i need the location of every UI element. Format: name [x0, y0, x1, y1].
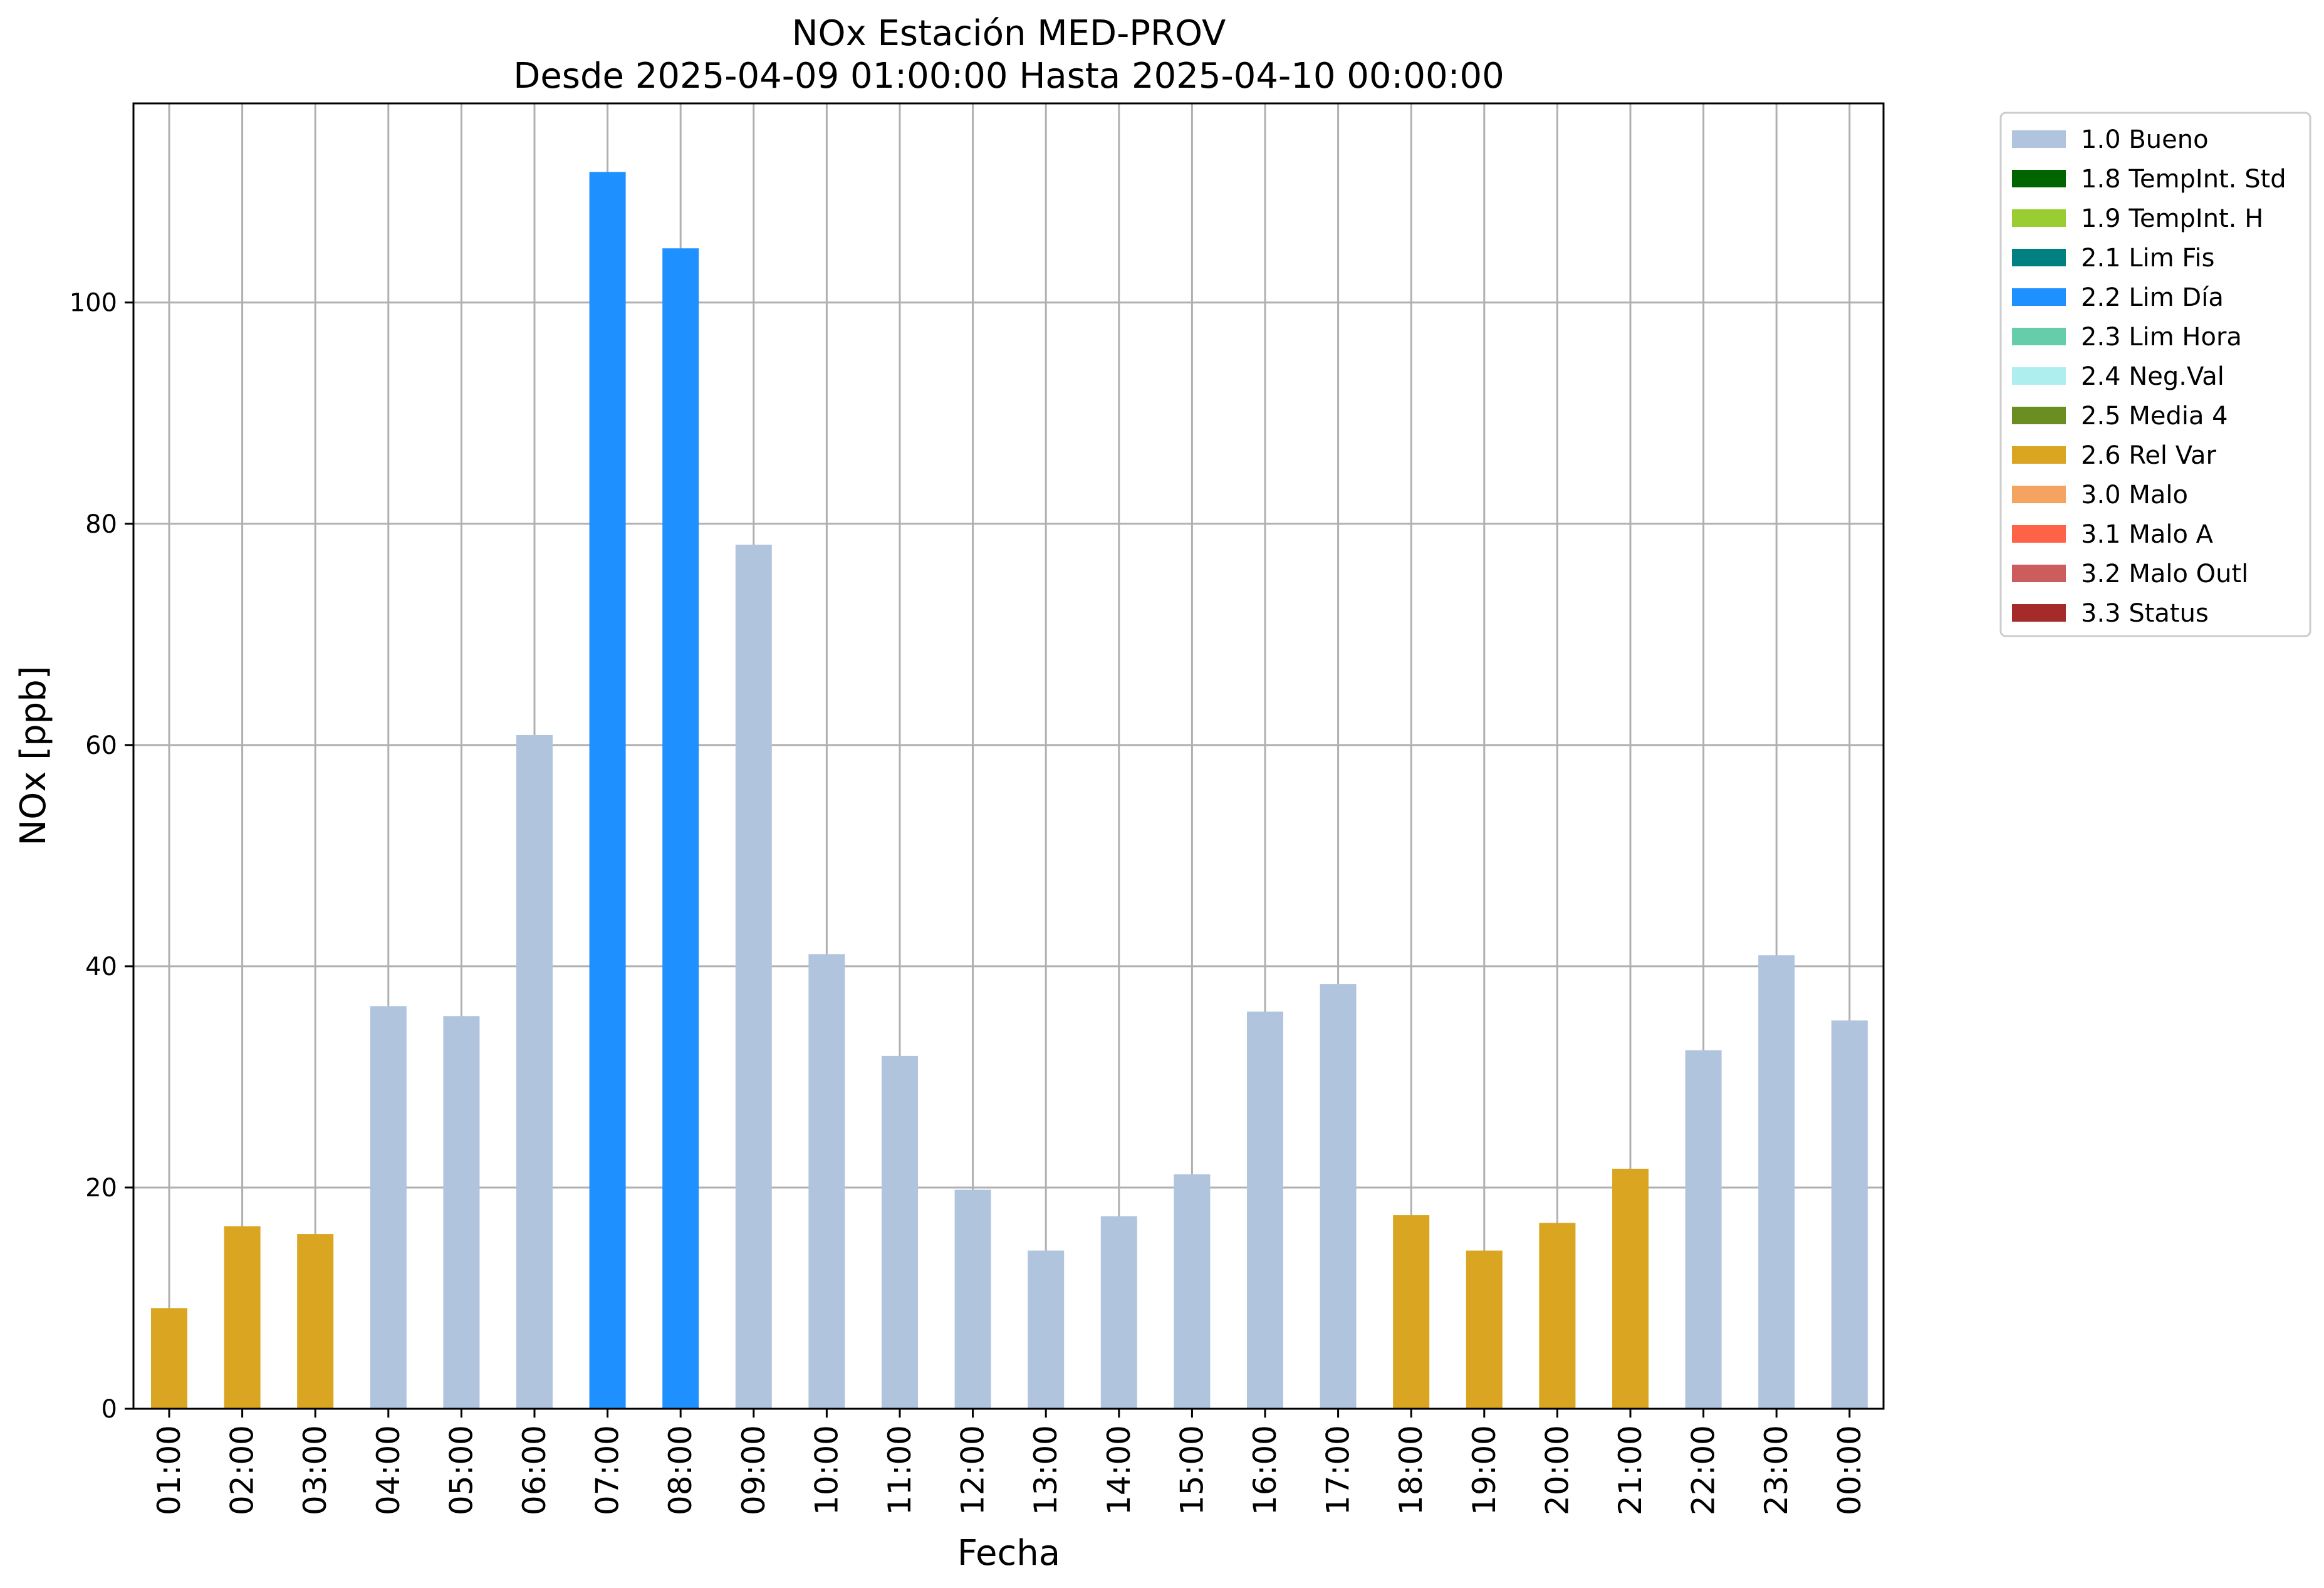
- y-tick-label: 80: [85, 510, 117, 539]
- legend-swatch: [2012, 525, 2066, 543]
- x-tick-label: 22:00: [1686, 1425, 1722, 1515]
- x-tick-label: 17:00: [1320, 1425, 1357, 1515]
- bar: [370, 1006, 407, 1409]
- x-tick-label: 03:00: [297, 1425, 333, 1515]
- bar: [1685, 1050, 1722, 1409]
- legend-label: 1.9 TempInt. H: [2081, 204, 2263, 233]
- bar: [1831, 1020, 1868, 1409]
- bar: [662, 248, 699, 1409]
- bar: [1393, 1215, 1430, 1409]
- x-tick-label: 01:00: [151, 1425, 187, 1515]
- bar: [1466, 1250, 1503, 1409]
- legend-box: [1999, 112, 2311, 637]
- legend-swatch: [2012, 288, 2066, 306]
- x-tick-label: 05:00: [443, 1425, 479, 1515]
- legend-swatch: [2012, 486, 2066, 503]
- x-tick-label: 20:00: [1539, 1425, 1575, 1515]
- bar: [1100, 1216, 1137, 1409]
- bar: [443, 1016, 480, 1409]
- x-tick-label: 14:00: [1101, 1425, 1137, 1515]
- bar: [1758, 955, 1795, 1409]
- bar: [151, 1308, 187, 1409]
- x-tick-label: 18:00: [1393, 1425, 1429, 1515]
- legend-label: 3.0 Malo: [2081, 481, 2188, 509]
- y-axis-label: NOx [ppb]: [13, 666, 54, 845]
- legend-label: 2.3 Lim Hora: [2081, 323, 2242, 352]
- bar: [1612, 1168, 1649, 1409]
- x-tick-label: 12:00: [955, 1425, 991, 1515]
- bar: [882, 1055, 918, 1409]
- legend-swatch: [2012, 565, 2066, 582]
- y-tick-label: 40: [85, 953, 117, 981]
- y-tick-label: 100: [70, 289, 117, 318]
- y-axis-ticks: 0 20 40 60 80 100: [70, 289, 133, 1424]
- bar: [1539, 1223, 1576, 1409]
- x-tick-label: 11:00: [882, 1425, 918, 1515]
- bar: [1174, 1174, 1211, 1409]
- x-tick-label: 13:00: [1028, 1425, 1064, 1515]
- bar: [297, 1234, 334, 1409]
- bars-group: [151, 172, 1868, 1409]
- x-tick-label: 16:00: [1247, 1425, 1283, 1515]
- legend-swatch: [2012, 446, 2066, 464]
- legend-label: 3.3 Status: [2081, 599, 2209, 628]
- bar: [1247, 1011, 1283, 1409]
- x-tick-label: 09:00: [736, 1425, 772, 1515]
- bar: [808, 954, 845, 1409]
- chart-subtitle: Desde 2025-04-09 01:00:00 Hasta 2025-04-…: [513, 56, 1504, 97]
- x-axis-label: Fecha: [957, 1533, 1060, 1574]
- x-tick-label: 08:00: [662, 1425, 699, 1515]
- x-axis-ticks: 01:00 02:00 03:00 04:00 05:00 06:00 07:00 08:00…: [151, 1409, 1868, 1515]
- legend-label: 2.2 Lim Día: [2081, 283, 2224, 312]
- x-tick-label: 02:00: [224, 1425, 261, 1515]
- x-tick-label: 00:00: [1832, 1425, 1868, 1515]
- bar: [1028, 1250, 1065, 1409]
- legend-swatch: [2012, 249, 2066, 266]
- bar: [589, 172, 626, 1409]
- legend-label: 2.6 Rel Var: [2081, 441, 2217, 470]
- legend-swatch: [2012, 328, 2066, 345]
- bar: [1320, 984, 1357, 1409]
- legend-swatch: [2012, 130, 2066, 148]
- bar: [224, 1226, 261, 1409]
- legend-swatch: [2012, 170, 2066, 187]
- legend-label: 3.1 Malo A: [2081, 520, 2214, 549]
- legend-swatch: [2012, 367, 2066, 385]
- legend-label: 2.5 Media 4: [2081, 402, 2228, 431]
- x-tick-label: 15:00: [1174, 1425, 1210, 1515]
- x-tick-label: 06:00: [516, 1425, 553, 1515]
- x-tick-label: 04:00: [370, 1425, 407, 1515]
- legend-label: 3.2 Malo Outl: [2081, 560, 2248, 588]
- bar: [735, 545, 772, 1409]
- x-tick-label: 23:00: [1758, 1425, 1795, 1515]
- legend-swatch: [2012, 407, 2066, 424]
- y-tick-label: 20: [85, 1174, 117, 1203]
- legend-swatch: [2012, 604, 2066, 622]
- legend: 1.0 Bueno 1.8 TempInt. Std 1.9 TempInt. H 2…: [1999, 112, 2311, 637]
- bar: [516, 734, 553, 1409]
- x-tick-label: 07:00: [590, 1425, 626, 1515]
- x-tick-label: 19:00: [1466, 1425, 1503, 1515]
- x-tick-label: 21:00: [1612, 1425, 1649, 1515]
- legend-label: 1.0 Bueno: [2081, 125, 2209, 154]
- y-tick-label: 60: [85, 731, 117, 760]
- legend-swatch: [2012, 209, 2066, 227]
- bar: [954, 1189, 991, 1409]
- legend-label: 2.1 Lim Fis: [2081, 244, 2214, 273]
- plot-area-frame: [132, 102, 1885, 1410]
- legend-label: 1.8 TempInt. Std: [2081, 165, 2286, 194]
- x-tick-label: 10:00: [808, 1425, 845, 1515]
- legend-label: 2.4 Neg.Val: [2081, 362, 2224, 391]
- y-tick-label: 0: [102, 1395, 117, 1424]
- chart-title: NOx Estación MED-PROV: [792, 13, 1226, 54]
